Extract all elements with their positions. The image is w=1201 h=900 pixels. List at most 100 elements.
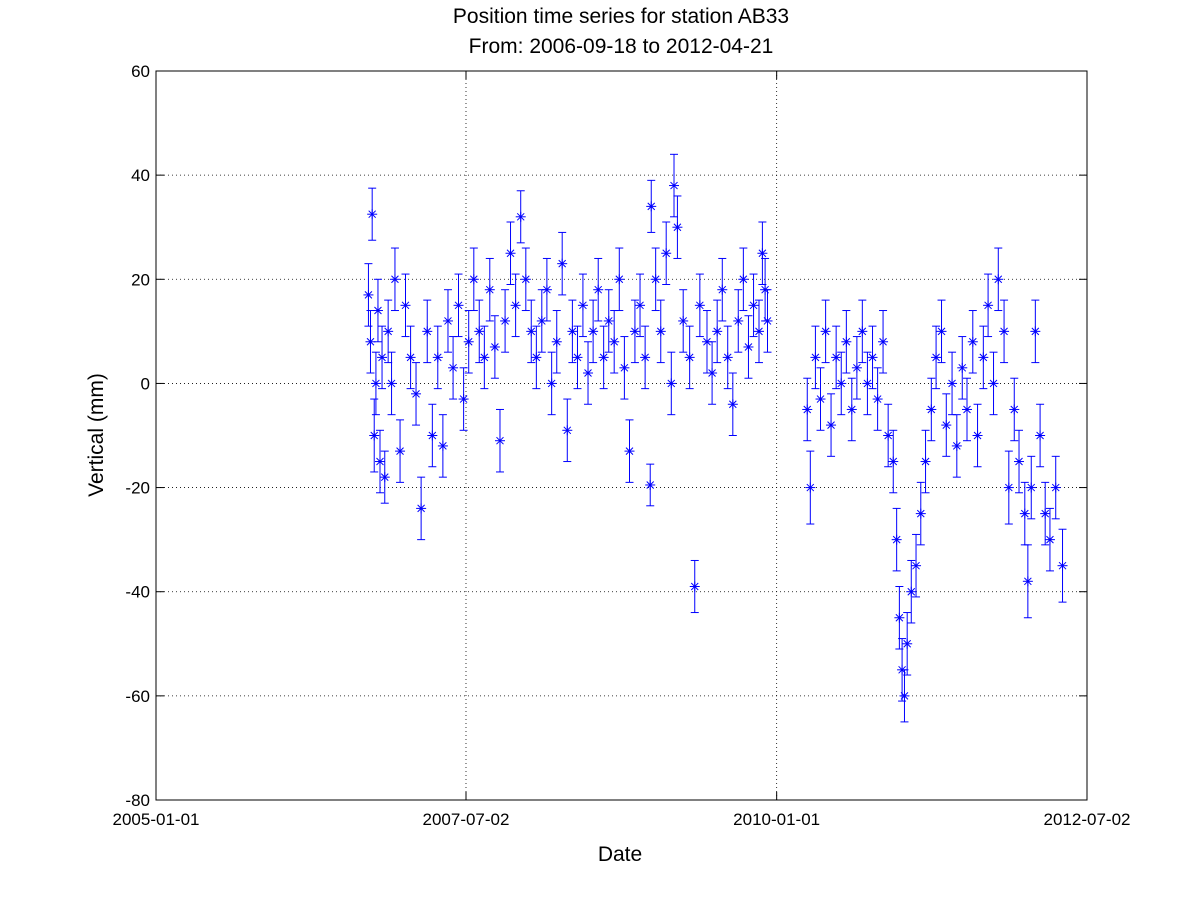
- data-point-stroke: [811, 353, 820, 362]
- data-point: [862, 378, 873, 389]
- data-point-stroke: [898, 665, 906, 674]
- data-point-stroke: [937, 327, 946, 336]
- data-point-stroke: [406, 353, 415, 362]
- data-point: [753, 326, 764, 337]
- data-point: [999, 326, 1010, 337]
- data-point: [978, 352, 989, 363]
- data-point-stroke: [469, 275, 478, 284]
- data-point: [689, 581, 700, 592]
- data-point-stroke: [695, 301, 704, 310]
- data-point-stroke: [589, 327, 597, 336]
- data-point: [377, 352, 388, 363]
- data-point: [993, 274, 1004, 285]
- data-point-stroke: [491, 343, 499, 351]
- data-point: [640, 352, 651, 363]
- data-point-stroke: [579, 301, 587, 310]
- data-point-stroke: [1031, 327, 1040, 336]
- data-point: [672, 222, 683, 233]
- data-point-stroke: [948, 379, 956, 388]
- data-point: [666, 378, 677, 389]
- data-point-stroke: [380, 473, 389, 482]
- data-point-stroke: [892, 535, 901, 544]
- data-point: [748, 300, 759, 311]
- data-point-stroke: [744, 343, 753, 351]
- data-point: [760, 284, 771, 295]
- data-point: [646, 201, 657, 212]
- data-point: [820, 326, 831, 337]
- data-point: [920, 456, 931, 467]
- axis-ticks: -80 -60 -40 -20 0 20 40 60 2005-01-01 2007-07-02 2…: [113, 62, 1131, 829]
- data-point-stroke: [900, 692, 909, 700]
- data-point: [1044, 534, 1055, 545]
- data-point-stroke: [868, 353, 877, 362]
- data-point-stroke: [604, 317, 613, 325]
- data-point: [867, 352, 878, 363]
- data-point: [851, 362, 862, 373]
- data-point: [603, 315, 614, 326]
- data-point: [733, 315, 744, 326]
- data-point-stroke: [563, 426, 572, 435]
- data-point: [520, 274, 531, 285]
- data-point: [500, 315, 511, 326]
- data-point-stroke: [847, 405, 856, 414]
- data-point-stroke: [879, 337, 887, 346]
- data-point-stroke: [631, 327, 639, 336]
- data-point: [1057, 560, 1068, 571]
- y-tick-label: 40: [131, 166, 150, 185]
- data-point: [727, 399, 738, 410]
- data-point-stroke: [475, 327, 484, 336]
- data-point: [442, 315, 453, 326]
- data-point: [416, 503, 427, 514]
- data-point-stroke: [679, 317, 688, 325]
- y-tick-label: -20: [125, 479, 150, 498]
- data-point-stroke: [656, 327, 665, 336]
- data-point: [484, 284, 495, 295]
- y-tick-label: -80: [125, 791, 150, 810]
- chart-title: Position time series for station AB33: [453, 5, 789, 28]
- data-point-stroke: [378, 353, 386, 362]
- data-point-stroke: [662, 249, 671, 258]
- data-point-stroke: [543, 285, 551, 294]
- data-point: [911, 560, 922, 571]
- data-point: [810, 352, 821, 363]
- data-point-stroke: [952, 442, 961, 450]
- data-point-stroke: [968, 337, 977, 346]
- data-point-stroke: [485, 285, 494, 294]
- data-point-stroke: [428, 431, 437, 440]
- data-point: [712, 326, 723, 337]
- data-point-stroke: [912, 561, 920, 570]
- data-point-stroke: [1010, 405, 1019, 414]
- data-point-stroke: [368, 210, 377, 219]
- data-point: [857, 326, 868, 337]
- data-point: [967, 336, 978, 347]
- data-point-stroke: [1036, 431, 1044, 440]
- data-point-stroke: [728, 400, 737, 409]
- data-point: [567, 326, 578, 337]
- x-axis-label: Date: [598, 843, 642, 866]
- data-point: [878, 336, 889, 347]
- data-point-stroke: [1004, 483, 1013, 492]
- chart-subtitle: From: 2006-09-18 to 2012-04-21: [469, 35, 774, 58]
- data-point: [370, 378, 381, 389]
- data-point-stroke: [516, 212, 525, 221]
- data-point: [926, 404, 937, 415]
- data-point: [1014, 456, 1025, 467]
- data-point-stroke: [433, 353, 442, 362]
- data-point-stroke: [537, 317, 546, 325]
- data-point: [588, 326, 599, 337]
- data-point: [531, 352, 542, 363]
- data-point-stroke: [873, 395, 882, 403]
- data-point-stroke: [366, 337, 375, 346]
- data-point-stroke: [827, 421, 835, 429]
- data-point: [931, 352, 942, 363]
- data-point: [363, 289, 374, 300]
- data-point: [489, 341, 500, 352]
- data-point-stroke: [496, 436, 504, 445]
- data-point: [1030, 326, 1041, 337]
- data-point: [1009, 404, 1020, 415]
- data-point-stroke: [599, 353, 608, 362]
- data-point-stroke: [641, 353, 649, 362]
- grid: [156, 71, 1087, 800]
- data-point-stroke: [391, 275, 399, 284]
